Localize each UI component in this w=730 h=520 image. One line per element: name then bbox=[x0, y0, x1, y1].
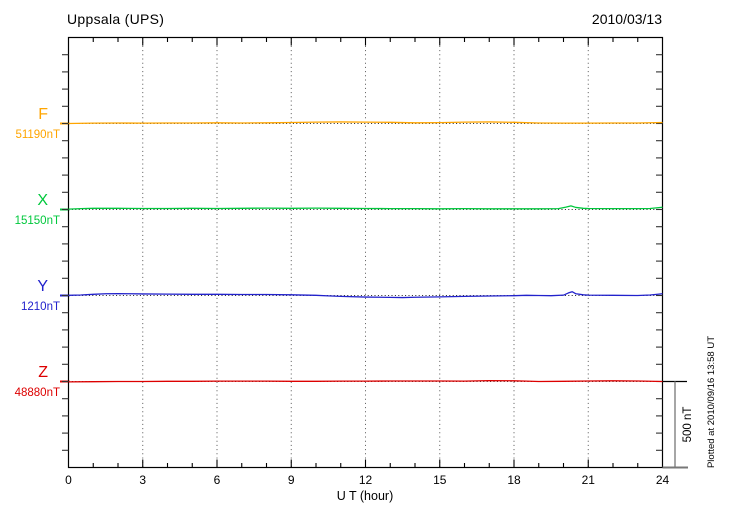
trace-name-y: Y bbox=[37, 278, 48, 295]
trace-baseline-value-f: 51190nT bbox=[15, 129, 60, 141]
trace-f bbox=[68, 121, 663, 125]
x-tick-label-21: 21 bbox=[582, 473, 596, 487]
trace-baseline-value-y: 1210nT bbox=[20, 301, 60, 313]
trace-y bbox=[68, 291, 663, 299]
x-tick-label-6: 6 bbox=[214, 473, 221, 487]
x-tick-label-15: 15 bbox=[433, 473, 447, 487]
trace-name-f: F bbox=[38, 106, 48, 123]
plot-date: 2010/03/13 bbox=[591, 11, 662, 27]
scale-bar-label: 500 nT bbox=[682, 407, 694, 443]
trace-baseline-value-z: 48880nT bbox=[14, 387, 60, 399]
trace-name-z: Z bbox=[38, 364, 48, 381]
station-title: Uppsala (UPS) bbox=[67, 11, 165, 27]
x-tick-label-3: 3 bbox=[139, 473, 146, 487]
trace-z bbox=[68, 379, 663, 383]
plotted-at-note: Plotted at 2010/09/16 13:58 UT bbox=[706, 335, 717, 469]
x-tick-label-12: 12 bbox=[359, 473, 373, 487]
x-axis-title: U T (hour) bbox=[336, 489, 394, 503]
trace-baseline-value-x: 15150nT bbox=[14, 215, 60, 227]
x-tick-label-0: 0 bbox=[65, 473, 72, 487]
x-tick-label-18: 18 bbox=[507, 473, 521, 487]
trace-x bbox=[68, 205, 663, 210]
x-tick-label-9: 9 bbox=[288, 473, 295, 487]
x-tick-label-24: 24 bbox=[656, 473, 670, 487]
trace-name-x: X bbox=[37, 192, 48, 209]
